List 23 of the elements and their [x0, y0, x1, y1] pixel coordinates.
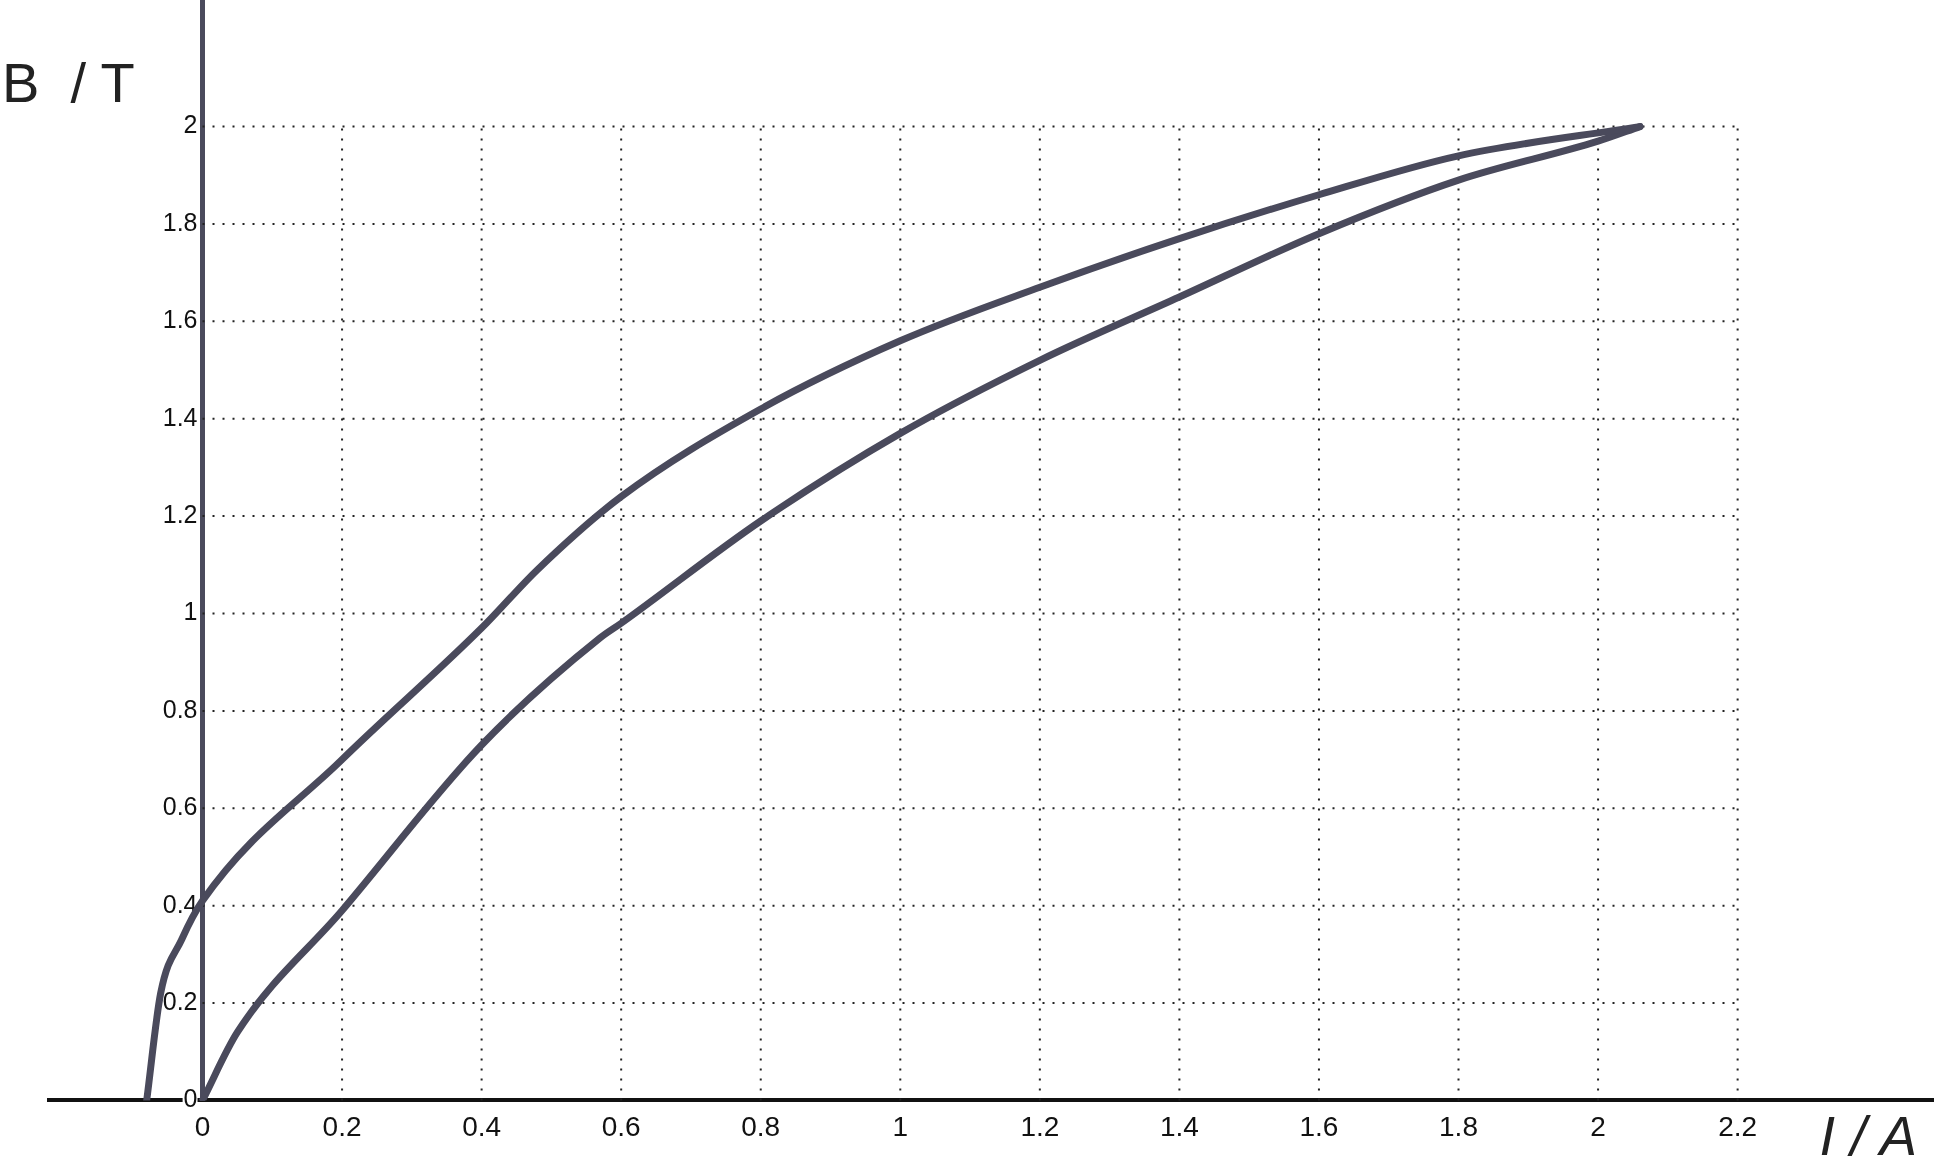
x-tick-label: 0.4 — [462, 1110, 502, 1142]
x-tick-label: 2.2 — [1718, 1110, 1758, 1142]
y-tick-label: 1.4 — [162, 402, 198, 431]
x-tick-label: 1.2 — [1020, 1110, 1060, 1142]
y-axis-title: B / T — [2, 50, 135, 115]
x-tick-label: 0.8 — [741, 1110, 781, 1142]
y-tick-label: 1.6 — [162, 305, 198, 334]
x-tick-label: 2 — [1590, 1110, 1606, 1142]
x-tick-label: 1.8 — [1439, 1110, 1478, 1142]
y-tick-label: 0 — [183, 1084, 198, 1113]
x-tick-label: 1 — [892, 1110, 909, 1142]
x-tick-label: 0.2 — [322, 1110, 362, 1142]
y-tick-label: 2 — [183, 110, 198, 139]
x-tick-label: 1.6 — [1299, 1110, 1339, 1142]
y-tick-label: 0.2 — [162, 986, 198, 1015]
y-tick-label: 0.6 — [162, 792, 198, 821]
y-tick-label: 1.8 — [162, 207, 198, 236]
y-tick-label: 1 — [183, 597, 198, 626]
x-tick-label: 0.6 — [601, 1110, 641, 1142]
y-tick-label: 1.2 — [162, 500, 198, 529]
x-axis-title: I / A — [1819, 1103, 1917, 1168]
x-tick-label: 1.4 — [1159, 1110, 1199, 1142]
y-tick-label: 0.8 — [162, 694, 198, 723]
